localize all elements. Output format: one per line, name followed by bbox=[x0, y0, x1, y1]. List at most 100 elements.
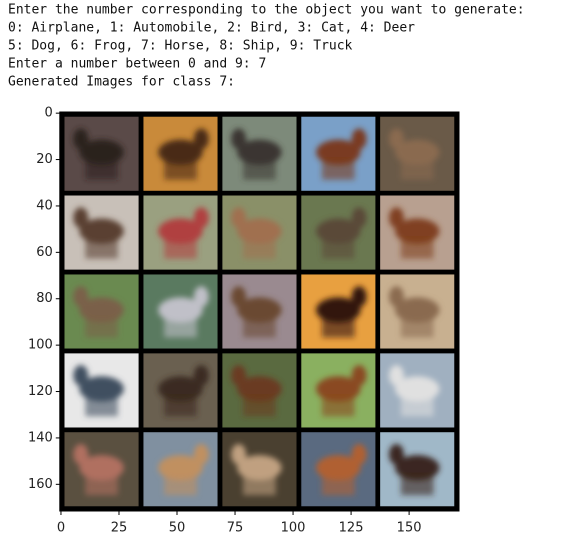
console-line: 5: Dog, 6: Frog, 7: Horse, 8: Ship, 9: T… bbox=[8, 39, 353, 54]
subject-legs bbox=[164, 157, 197, 180]
y-tick-label: 80 bbox=[36, 291, 53, 306]
generated-image bbox=[143, 274, 218, 349]
subject-legs bbox=[85, 394, 118, 417]
generated-image bbox=[222, 432, 297, 507]
subject-head bbox=[231, 444, 247, 465]
generated-image bbox=[380, 353, 455, 428]
subject-legs bbox=[400, 394, 434, 417]
image-subject bbox=[316, 444, 367, 496]
subject-legs bbox=[400, 315, 434, 338]
x-tick-label: 25 bbox=[111, 521, 128, 536]
subject-head bbox=[389, 365, 404, 386]
image-subject bbox=[73, 207, 124, 259]
image-subject bbox=[231, 286, 282, 338]
image-subject bbox=[73, 286, 124, 338]
y-tick-label: 40 bbox=[36, 198, 53, 213]
subject-legs bbox=[243, 236, 276, 259]
subject-head bbox=[231, 128, 247, 150]
generated-image bbox=[380, 116, 455, 191]
subject-head bbox=[389, 128, 404, 150]
subject-head bbox=[389, 444, 404, 465]
subject-head bbox=[73, 444, 89, 465]
subject-head bbox=[73, 207, 89, 229]
subject-head bbox=[73, 365, 89, 386]
generated-image bbox=[143, 432, 218, 507]
generated-image bbox=[64, 432, 139, 507]
subject-head bbox=[351, 444, 367, 465]
y-tick-label: 20 bbox=[36, 152, 53, 167]
image-subject bbox=[316, 286, 367, 338]
x-tick-label: 75 bbox=[227, 521, 244, 536]
x-tick-label: 0 bbox=[57, 521, 65, 536]
subject-head bbox=[231, 207, 247, 229]
generated-image bbox=[380, 195, 455, 270]
subject-legs bbox=[243, 157, 276, 180]
axes-frame bbox=[59, 111, 460, 512]
subject-head bbox=[231, 365, 247, 386]
subject-head bbox=[351, 286, 367, 308]
y-tick-label: 140 bbox=[28, 430, 53, 445]
generated-image bbox=[301, 195, 376, 270]
console-line: Enter the number corresponding to the ob… bbox=[8, 3, 525, 18]
generated-image bbox=[380, 274, 455, 349]
generated-image bbox=[222, 116, 297, 191]
image-subject bbox=[231, 207, 282, 259]
subject-legs bbox=[321, 315, 355, 338]
generated-image bbox=[64, 195, 139, 270]
image-subject bbox=[316, 128, 367, 180]
subject-legs bbox=[321, 394, 355, 417]
generated-image bbox=[222, 353, 297, 428]
generated-image bbox=[301, 432, 376, 507]
x-tick-label: 150 bbox=[397, 521, 422, 536]
image-subject bbox=[389, 444, 440, 496]
image-subject bbox=[389, 286, 440, 338]
image-subject bbox=[158, 365, 209, 417]
generated-image bbox=[143, 353, 218, 428]
subject-legs bbox=[243, 394, 276, 417]
subject-legs bbox=[321, 157, 355, 180]
subject-legs bbox=[85, 157, 118, 180]
y-tick-label: 160 bbox=[28, 477, 53, 492]
subject-head bbox=[231, 286, 247, 308]
subject-head bbox=[351, 207, 367, 229]
subject-legs bbox=[85, 236, 118, 259]
image-subject bbox=[158, 128, 209, 180]
console-line: Generated Images for class 7: bbox=[8, 75, 235, 90]
y-tick-label: 0 bbox=[45, 106, 53, 121]
image-subject bbox=[231, 444, 282, 496]
subject-legs bbox=[400, 157, 434, 180]
subject-legs bbox=[321, 472, 355, 496]
subject-legs bbox=[400, 472, 434, 496]
subject-legs bbox=[243, 315, 276, 338]
subject-legs bbox=[164, 236, 197, 259]
subject-legs bbox=[164, 315, 197, 338]
generated-image bbox=[64, 274, 139, 349]
subject-legs bbox=[85, 315, 118, 338]
subject-legs bbox=[164, 394, 197, 417]
console-line: 0: Airplane, 1: Automobile, 2: Bird, 3: … bbox=[8, 21, 415, 36]
subject-head bbox=[73, 286, 89, 308]
image-plot: 0 25 50 75 100 125 150 0 20 40 60 80 100 120 140 160 bbox=[28, 106, 460, 536]
subject-legs bbox=[321, 236, 355, 259]
image-subject bbox=[316, 365, 367, 417]
image-subject bbox=[231, 128, 282, 180]
image-subject bbox=[158, 444, 209, 496]
x-tick-label: 50 bbox=[169, 521, 186, 536]
image-subject bbox=[231, 365, 282, 417]
subject-legs bbox=[164, 472, 197, 496]
subject-head bbox=[351, 365, 367, 386]
x-tick-label: 100 bbox=[281, 521, 306, 536]
generated-image bbox=[64, 353, 139, 428]
generated-image bbox=[301, 274, 376, 349]
y-tick-label: 120 bbox=[28, 384, 53, 399]
subject-head bbox=[351, 128, 367, 150]
subject-head bbox=[193, 128, 209, 150]
image-subject bbox=[316, 207, 367, 259]
y-tick-label: 60 bbox=[36, 245, 53, 260]
console-line: Enter a number between 0 and 9: 7 bbox=[8, 57, 266, 72]
image-subject bbox=[73, 444, 124, 496]
subject-head bbox=[389, 286, 404, 308]
image-subject bbox=[73, 128, 124, 180]
image-subject bbox=[158, 207, 209, 259]
subject-head bbox=[193, 365, 209, 386]
